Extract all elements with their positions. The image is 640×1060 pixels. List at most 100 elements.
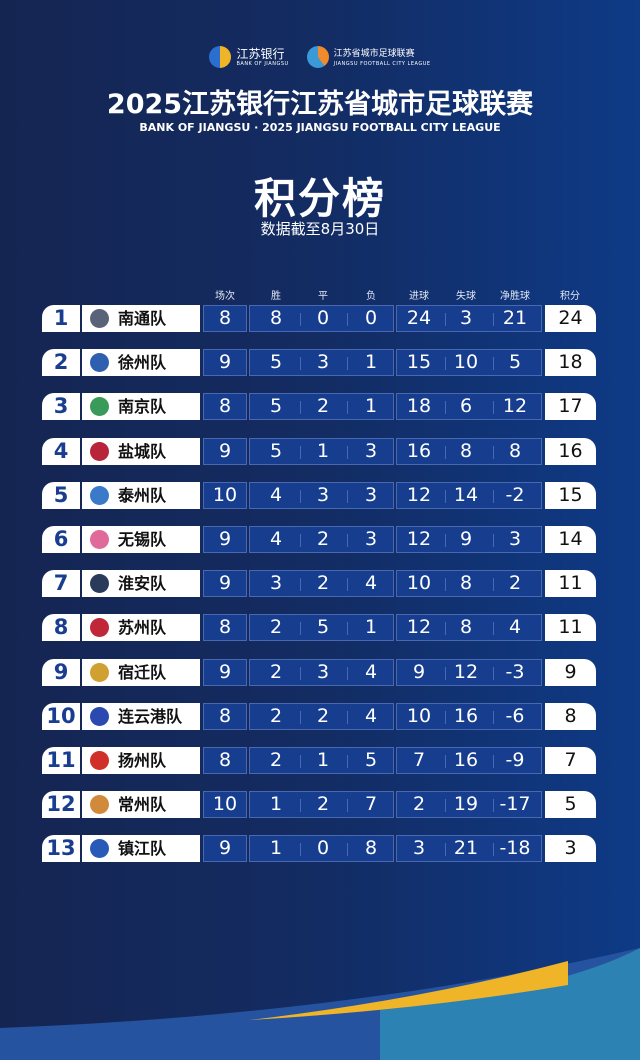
team-name-cell: 扬州队	[82, 747, 200, 774]
team-name: 淮安队	[118, 574, 167, 594]
column-header-draws: 平	[318, 291, 328, 302]
column-header-points: 积分	[560, 291, 580, 302]
goals-for-value: 16	[406, 439, 432, 462]
table-row: 10 连云港队 8 2 2 4 10 16 -6 8	[42, 702, 596, 730]
goals-for-value: 3	[412, 837, 426, 860]
played-box	[203, 437, 247, 465]
losses-value: 8	[364, 837, 378, 860]
goals-against-value: 8	[459, 439, 473, 462]
goals-against-value: 19	[453, 793, 479, 816]
goals-against-value: 16	[453, 749, 479, 771]
goals-against-value: 3	[459, 307, 473, 329]
played-box	[203, 481, 247, 509]
losses-value: 1	[364, 351, 378, 374]
table-row: 2 徐州队 9 5 3 1 15 10 5 18	[42, 349, 596, 377]
goals-box	[396, 526, 542, 553]
goal-difference-value: 3	[508, 528, 522, 550]
goals-box	[396, 349, 542, 377]
played-box	[203, 702, 247, 730]
goals-for-value: 12	[406, 483, 432, 506]
played-value: 9	[218, 660, 232, 683]
table-row: 6 无锡队 9 4 2 3 12 9 3 14	[42, 526, 596, 553]
played-value: 9	[218, 351, 232, 374]
draws-value: 3	[316, 483, 330, 506]
wdl-box	[249, 570, 394, 598]
goals-against-value: 10	[453, 351, 479, 374]
played-value: 9	[218, 528, 232, 550]
goals-for-value: 24	[406, 307, 432, 329]
team-badge-icon	[90, 751, 109, 770]
table-row: 9 宿迁队 9 2 3 4 9 12 -3 9	[42, 658, 596, 686]
team-name-cell: 泰州队	[82, 481, 200, 509]
sponsor-logos: 江苏银行 BANK OF JIANGSU 江苏省城市足球联赛 JIANGSU FOO…	[0, 46, 640, 68]
team-badge-icon	[90, 795, 109, 815]
bank-name-cn: 江苏银行	[236, 46, 285, 61]
team-badge-icon	[90, 618, 109, 638]
points-value: 8	[545, 702, 596, 730]
goal-difference-value: -6	[505, 704, 525, 727]
column-header-losses: 负	[366, 291, 376, 302]
draws-value: 1	[316, 749, 330, 771]
played-value: 10	[212, 793, 238, 816]
goal-difference-value: 21	[502, 307, 528, 329]
goal-difference-value: 4	[508, 616, 522, 639]
rank: 1	[42, 305, 80, 332]
played-value: 9	[218, 837, 232, 860]
table-row: 7 淮安队 9 3 2 4 10 8 2 11	[42, 570, 596, 598]
goal-difference-value: -17	[499, 793, 531, 816]
team-name-cell: 宿迁队	[82, 658, 200, 686]
rank: 8	[42, 614, 80, 642]
wdl-box	[249, 305, 394, 332]
rank: 5	[42, 481, 80, 509]
played-box	[203, 526, 247, 553]
team-name: 无锡队	[118, 530, 167, 549]
wins-value: 2	[269, 660, 283, 683]
wins-value: 4	[269, 528, 283, 550]
goals-against-value: 6	[459, 395, 473, 418]
table-row: 3 南京队 8 5 2 1 18 6 12 17	[42, 393, 596, 421]
team-name-cell: 连云港队	[82, 702, 200, 730]
wdl-box	[249, 835, 394, 863]
points-value: 16	[545, 437, 596, 465]
rank: 9	[42, 658, 80, 686]
team-badge-icon	[90, 839, 109, 859]
team-name-cell: 苏州队	[82, 614, 200, 642]
goals-against-value: 12	[453, 660, 479, 683]
table-row: 4 盐城队 9 5 1 3 16 8 8 16	[42, 437, 596, 465]
goals-box	[396, 702, 542, 730]
goals-box	[396, 747, 542, 774]
played-value: 8	[218, 307, 232, 329]
played-box	[203, 614, 247, 642]
rank: 2	[42, 349, 80, 377]
rank: 6	[42, 526, 80, 553]
losses-value: 4	[364, 572, 378, 595]
team-name: 南京队	[118, 397, 167, 417]
goals-for-value: 2	[412, 793, 426, 816]
league-name-cn: 江苏省城市足球联赛	[333, 48, 415, 59]
played-value: 8	[218, 616, 232, 639]
draws-value: 5	[316, 616, 330, 639]
losses-value: 1	[364, 395, 378, 418]
team-name-cell: 常州队	[82, 791, 200, 819]
played-box	[203, 835, 247, 863]
goals-for-value: 18	[406, 395, 432, 418]
column-header-wins: 胜	[271, 291, 281, 302]
page-subtitle: BANK OF JIANGSU · 2025 JIANGSU FOOTBALL …	[139, 121, 501, 134]
wdl-box	[249, 747, 394, 774]
played-value: 9	[218, 439, 232, 462]
played-value: 8	[218, 395, 232, 418]
goals-for-value: 7	[412, 749, 426, 771]
goals-box	[396, 570, 542, 598]
goal-difference-value: 12	[502, 395, 528, 418]
team-name-cell: 镇江队	[82, 835, 200, 863]
draws-value: 3	[316, 351, 330, 374]
league-name-en: JIANGSU FOOTBALL CITY LEAGUE	[333, 60, 431, 67]
team-badge-icon	[90, 662, 109, 682]
bank-name-en: BANK OF JIANGSU	[236, 60, 289, 67]
losses-value: 0	[364, 307, 378, 329]
wins-value: 5	[269, 439, 283, 462]
table-row: 11 扬州队 8 2 1 5 7 16 -9 7	[42, 747, 596, 774]
losses-value: 5	[364, 749, 378, 771]
wdl-box	[249, 791, 394, 819]
